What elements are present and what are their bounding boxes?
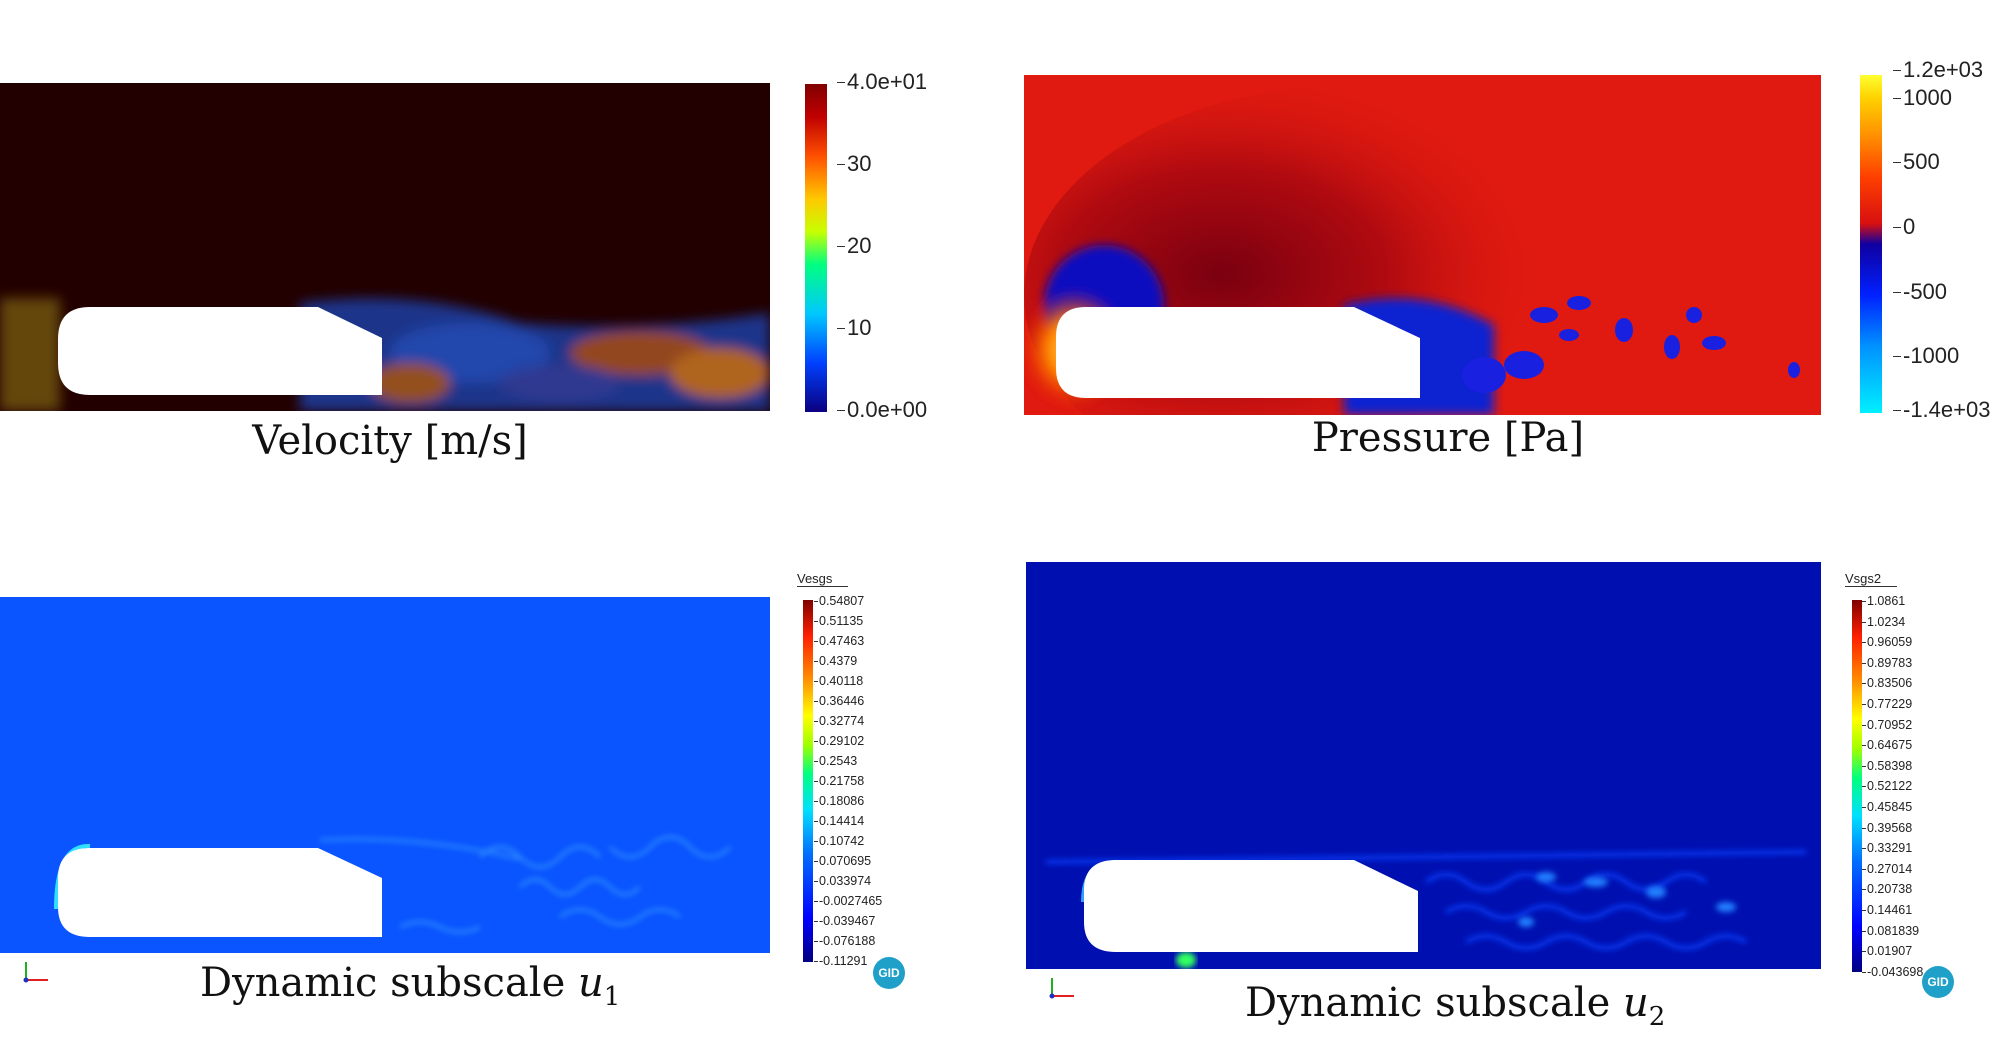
caption-variable: u — [577, 960, 604, 1006]
pressure-tick: 1000 — [1893, 85, 1952, 110]
subscale-u2-tick: 0.96059 — [1861, 635, 1913, 650]
subscale-u2-tick: 0.83506 — [1861, 676, 1913, 691]
caption-subscript: 2 — [1648, 1002, 1666, 1032]
axes-triad-icon — [1044, 972, 1084, 1012]
subscale-u1-tick: -0.076188 — [813, 934, 876, 948]
velocity-tick: 4.0e+01 — [836, 69, 928, 94]
subscale-u1-tick: 0.47463 — [813, 634, 865, 648]
velocity-tick: 20 — [836, 233, 872, 258]
subscale-u2-tick: 0.39568 — [1861, 820, 1913, 835]
subscale-u2-tick: 0.64675 — [1861, 738, 1913, 753]
subscale-u1-tick: 0.10742 — [813, 834, 865, 848]
pressure-tick: -500 — [1892, 279, 1948, 304]
velocity-caption: Velocity [m/s] — [252, 418, 528, 464]
subscale-u1-tick: 0.36446 — [813, 694, 865, 708]
subscale-u2-tick: 0.01907 — [1861, 944, 1913, 959]
subscale-u2-tick: 1.0861 — [1861, 594, 1906, 608]
subscale-u2-colorbar — [1852, 600, 1862, 972]
subscale-u2-legend-title: Vsgs2 — [1845, 571, 1898, 587]
subscale-u1-tick: 0.033974 — [813, 874, 872, 888]
subscale-u2-tick: 0.27014 — [1861, 861, 1913, 876]
subscale-u1-tick: 0.14414 — [813, 814, 865, 828]
subscale-u1-tick: -0.0027465 — [813, 894, 883, 908]
caption-text: Dynamic subscale — [200, 960, 578, 1006]
caption-text: Dynamic subscale — [1245, 980, 1623, 1026]
subscale-u1-tick: 0.29102 — [813, 734, 865, 748]
subscale-u1-legend-title: Vesgs — [797, 571, 849, 587]
vehicle-body — [58, 848, 382, 937]
subscale-u2-caption: Dynamic subscale u2 — [1245, 980, 1665, 1032]
caption-subscript: 1 — [603, 982, 621, 1012]
subscale-u2-tick: 0.20738 — [1861, 882, 1913, 897]
subscale-u2-tick: 0.45845 — [1861, 800, 1913, 814]
subscale-u1-tick: 0.2543 — [813, 754, 858, 768]
subscale-u1-tick: 0.070695 — [813, 854, 872, 868]
subscale-u1-colorbar — [803, 600, 813, 962]
subscale-u1-tick: 0.54807 — [813, 594, 865, 608]
vehicle-body — [1084, 860, 1418, 952]
subscale-u2-tick: 0.52122 — [1861, 779, 1913, 794]
pressure-field-plot — [1024, 75, 1821, 415]
pressure-tick: 500 — [1893, 149, 1940, 174]
gid-logo: GID — [873, 957, 905, 989]
subscale-u1-tick: 0.51135 — [813, 614, 864, 628]
subscale-u2-tick: 1.0234 — [1861, 614, 1906, 629]
subscale-u2-tick: 0.58398 — [1861, 758, 1913, 773]
subscale-u1-tick: -0.11291 — [813, 954, 868, 968]
subscale-u1-field-plot — [0, 597, 770, 953]
velocity-tick: 30 — [836, 151, 872, 176]
pressure-colorbar — [1860, 75, 1882, 413]
caption-variable: u — [1622, 980, 1649, 1026]
pressure-tick: 1.2e+03 — [1892, 57, 1984, 82]
gid-logo: GID — [1922, 966, 1954, 998]
subscale-u2-field-plot — [1026, 562, 1821, 969]
subscale-u1-tick: 0.40118 — [813, 674, 864, 688]
subscale-u2-tick: 0.33291 — [1861, 841, 1913, 856]
pressure-tick: 0 — [1892, 214, 1916, 239]
subscale-u1-tick: 0.32774 — [813, 714, 865, 728]
velocity-colorbar — [805, 84, 827, 412]
pressure-tick: -1.4e+03 — [1892, 397, 1991, 422]
subscale-u1-tick: 0.21758 — [813, 774, 865, 788]
vehicle-body — [58, 307, 382, 395]
velocity-field-plot — [0, 83, 770, 411]
subscale-u2-tick: 0.70952 — [1861, 717, 1913, 732]
subscale-u2-tick: 0.89783 — [1861, 655, 1913, 670]
vehicle-body — [1056, 307, 1420, 398]
pressure-caption: Pressure [Pa] — [1311, 415, 1585, 461]
subscale-u2-tick: -0.043698 — [1861, 964, 1924, 979]
subscale-u2-tick: 0.081839 — [1861, 923, 1920, 938]
subscale-u1-tick: -0.039467 — [813, 914, 876, 928]
subscale-u1-tick: 0.18086 — [813, 794, 865, 808]
velocity-tick: 0.0e+00 — [836, 397, 928, 422]
subscale-u2-tick: 0.77229 — [1861, 697, 1913, 711]
subscale-u1-caption: Dynamic subscale u1 — [200, 960, 620, 1012]
axes-triad-icon — [18, 958, 58, 998]
subscale-u2-tick: 0.14461 — [1861, 903, 1913, 917]
velocity-tick: 10 — [836, 315, 872, 340]
pressure-tick: -1000 — [1892, 343, 1960, 368]
subscale-u1-tick: 0.4379 — [813, 654, 858, 668]
